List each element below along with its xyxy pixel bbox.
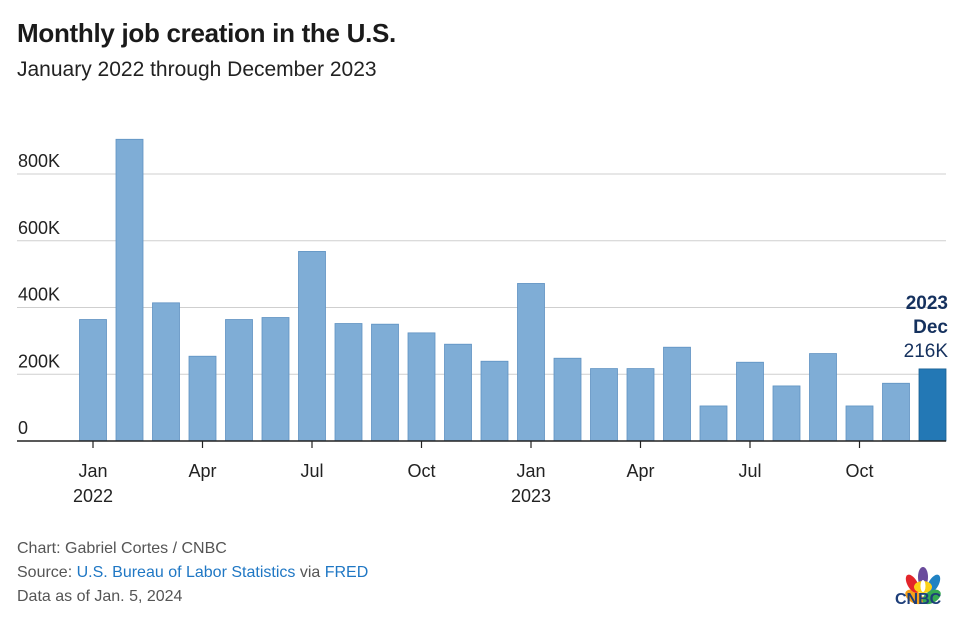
annotation-month: Dec bbox=[913, 317, 948, 338]
bar bbox=[480, 360, 509, 442]
bar bbox=[79, 319, 107, 442]
chart-credit: Chart: Gabriel Cortes / CNBC bbox=[17, 540, 227, 557]
x-tick-label: Jan bbox=[516, 461, 545, 481]
bar bbox=[699, 405, 728, 442]
x-tick-label: Oct bbox=[407, 461, 435, 481]
x-tick-label: Apr bbox=[188, 461, 216, 481]
annotation: 2023 Dec 216K bbox=[904, 293, 949, 362]
bar bbox=[918, 368, 947, 442]
x-year-label: 2023 bbox=[511, 486, 551, 506]
y-tick-label: 0 bbox=[18, 418, 28, 438]
bar bbox=[736, 361, 764, 442]
bar bbox=[590, 368, 618, 442]
y-tick-label: 200K bbox=[18, 351, 60, 371]
bar bbox=[152, 302, 180, 442]
bar bbox=[298, 251, 326, 442]
source-line: Source: U.S. Bureau of Labor Statistics … bbox=[17, 564, 368, 582]
cnbc-logo: CNBC bbox=[893, 562, 953, 610]
bar bbox=[882, 382, 910, 442]
annotation-value: 216K bbox=[904, 341, 949, 362]
x-tick-label: Apr bbox=[626, 461, 654, 481]
x-tick-label: Jul bbox=[738, 461, 761, 481]
bls-link[interactable]: U.S. Bureau of Labor Statistics bbox=[76, 564, 296, 581]
bar bbox=[626, 368, 655, 442]
bar bbox=[553, 357, 582, 442]
bar bbox=[772, 385, 801, 442]
bar bbox=[261, 317, 290, 442]
chart-subtitle: January 2022 through December 2023 bbox=[17, 58, 377, 81]
x-tick-label: Jan bbox=[78, 461, 107, 481]
y-tick-label: 400K bbox=[18, 285, 60, 305]
bar bbox=[663, 346, 691, 442]
source-prefix: Source: bbox=[17, 564, 77, 581]
axes: 0 200K 400K 600K 800K Jan 2022 Apr Jul Oct Jan 2023… bbox=[17, 151, 946, 506]
annotation-year: 2023 bbox=[906, 293, 948, 314]
data-as-of: Data as of Jan. 5, 2024 bbox=[17, 588, 183, 605]
x-tick-label: Oct bbox=[845, 461, 873, 481]
bar bbox=[371, 323, 399, 442]
source-via: via bbox=[295, 564, 325, 581]
bar bbox=[845, 405, 874, 442]
bar bbox=[444, 343, 472, 442]
bars bbox=[79, 138, 947, 442]
bar bbox=[517, 283, 545, 442]
chart-title: Monthly job creation in the U.S. bbox=[17, 18, 396, 48]
nbc-peacock-icon bbox=[905, 567, 941, 605]
x-tick-label: Jul bbox=[300, 461, 323, 481]
bar bbox=[334, 323, 363, 442]
bar bbox=[225, 319, 253, 442]
y-tick-label: 800K bbox=[18, 151, 60, 171]
x-year-label: 2022 bbox=[73, 486, 113, 506]
fred-link[interactable]: FRED bbox=[324, 564, 369, 581]
bar bbox=[188, 355, 217, 442]
bar bbox=[115, 138, 144, 442]
y-tick-label: 600K bbox=[18, 218, 60, 238]
bar bbox=[809, 353, 837, 442]
cnbc-wordmark: CNBC bbox=[895, 591, 942, 608]
bar bbox=[407, 332, 436, 442]
